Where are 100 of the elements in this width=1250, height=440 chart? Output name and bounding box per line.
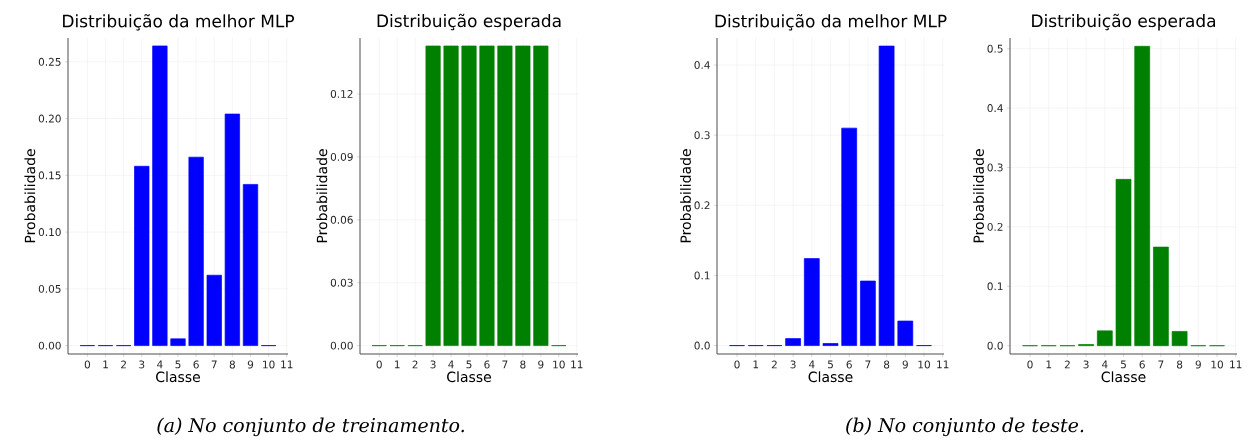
y-tick-label: 0.0	[987, 341, 1003, 350]
text: (b) No conjunto de teste.	[846, 417, 1084, 437]
bar	[206, 274, 222, 346]
x-tick-label: 10	[263, 360, 275, 369]
x-tick-label: 9	[902, 360, 908, 369]
y-tick-label: 0.4	[987, 104, 1003, 113]
x-tick-label: 2	[1064, 360, 1070, 369]
x-tick-label: 9	[247, 360, 254, 369]
chart-title: Distribuição esperada	[377, 13, 561, 31]
y-tick-label: 0.1	[694, 271, 710, 280]
bar	[803, 258, 820, 346]
x-tick-label: 6	[484, 360, 490, 369]
bar	[1171, 331, 1188, 347]
bar	[170, 338, 186, 346]
x-axis-title: Classe	[808, 371, 853, 383]
x-tick-label: 3	[790, 360, 796, 369]
y-tick-label: 0.00	[330, 341, 353, 350]
y-tick-label: 0.00	[38, 341, 61, 350]
y-tick-label: 0.15	[38, 171, 61, 180]
bar	[134, 165, 150, 346]
bar	[1096, 330, 1113, 347]
y-tick-label: 0.20	[38, 114, 61, 123]
y-axis-title: Probabilidade	[24, 149, 36, 243]
x-tick-label: 11	[937, 360, 949, 369]
x-tick-label: 0	[734, 360, 740, 369]
y-tick-label: 0.06	[330, 215, 353, 224]
bar	[224, 113, 240, 346]
x-tick-label: 1	[103, 360, 108, 369]
bar	[785, 338, 801, 346]
y-tick-label: 0.3	[694, 131, 710, 140]
x-tick-label: 4	[157, 360, 163, 369]
x-tick-label: 1	[753, 360, 759, 369]
x-tick-label: 0	[84, 360, 91, 369]
x-tick-label: 3	[1083, 360, 1089, 369]
x-tick-label: 2	[771, 360, 777, 369]
y-tick-label: 0.4	[694, 61, 710, 69]
x-tick-label: 7	[502, 360, 508, 369]
x-tick-label: 11	[571, 360, 583, 369]
x-tick-label: 0	[376, 360, 382, 369]
y-tick-label: 0.10	[38, 228, 61, 237]
x-axis-title: Classe	[1101, 371, 1146, 383]
chart-title: Distribuição esperada	[1032, 13, 1216, 31]
x-tick-label: 5	[827, 360, 833, 369]
y-tick-label: 0.0	[694, 341, 710, 350]
x-tick-label: 5	[466, 360, 472, 369]
x-tick-label: 8	[1176, 360, 1183, 369]
text: (a) No conjunto de treinamento.	[157, 417, 464, 437]
x-tick-label: 7	[211, 360, 217, 369]
y-tick-label: 0.05	[38, 284, 61, 293]
x-tick-label: 4	[808, 360, 815, 369]
y-axis-title: Probabilidade	[316, 149, 328, 243]
y-tick-label: 0.2	[694, 201, 710, 210]
x-tick-label: 10	[1211, 360, 1223, 369]
y-tick-label: 0.12	[330, 90, 353, 98]
x-tick-label: 10	[553, 360, 565, 369]
y-tick-label: 0.2	[987, 222, 1003, 231]
x-tick-label: 1	[394, 360, 400, 369]
y-tick-label: 0.3	[987, 163, 1003, 172]
bar	[860, 280, 876, 346]
x-tick-label: 0	[1027, 360, 1033, 369]
bar	[897, 320, 914, 346]
x-axis-title: Classe	[447, 371, 491, 383]
x-tick-label: 2	[121, 360, 126, 369]
x-tick-label: 8	[229, 360, 235, 369]
bar	[841, 127, 858, 346]
x-tick-label: 4	[1101, 360, 1108, 369]
x-tick-label: 5	[1120, 360, 1126, 369]
x-tick-label: 6	[1139, 360, 1145, 369]
x-tick-label: 10	[918, 360, 930, 369]
x-tick-label: 6	[193, 360, 199, 369]
bar	[878, 45, 895, 346]
bar	[152, 45, 168, 346]
y-tick-label: 0.09	[330, 152, 353, 161]
x-tick-label: 3	[430, 360, 436, 369]
x-tick-label: 7	[865, 360, 871, 369]
x-tick-label: 9	[538, 360, 544, 369]
bar	[188, 156, 204, 346]
x-tick-label: 9	[1195, 360, 1201, 369]
y-tick-label: 0.5	[987, 44, 1003, 53]
x-tick-label: 4	[448, 360, 454, 369]
x-tick-label: 6	[846, 360, 852, 369]
x-tick-label: 2	[412, 360, 418, 369]
x-tick-label: 3	[139, 360, 145, 369]
x-tick-label: 8	[520, 360, 526, 369]
x-tick-label: 5	[175, 360, 181, 369]
y-tick-label: 0.25	[38, 57, 61, 66]
x-tick-label: 8	[883, 360, 890, 369]
x-tick-label: 7	[1158, 360, 1164, 369]
bar	[1153, 246, 1169, 347]
y-tick-label: 0.1	[987, 282, 1003, 291]
x-tick-label: 1	[1046, 360, 1052, 369]
y-axis-title: Probabilidade	[680, 149, 691, 243]
y-tick-label: 0.03	[330, 278, 353, 287]
chart-title: Distribuição da melhor MLP	[715, 14, 947, 31]
x-axis-title: Classe	[156, 371, 200, 383]
x-tick-label: 11	[1230, 360, 1242, 369]
y-axis-title: Probabilidade	[973, 149, 984, 243]
bar	[1134, 45, 1151, 347]
bar	[822, 343, 839, 346]
x-tick-label: 11	[281, 360, 293, 369]
